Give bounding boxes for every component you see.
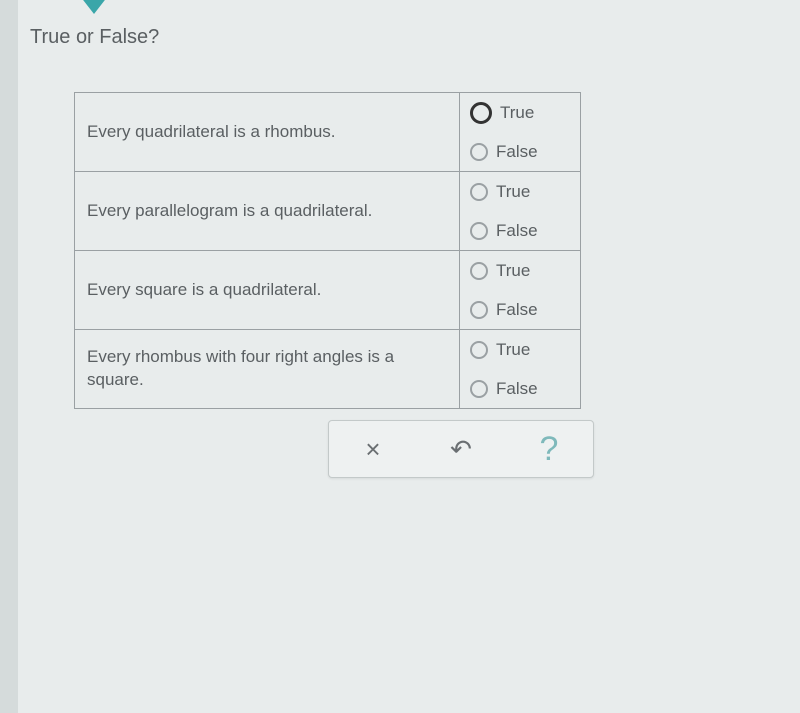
answer-toolbar: × ↶ ? — [328, 420, 594, 478]
option-label: True — [500, 103, 534, 123]
radio-icon — [470, 222, 488, 240]
radio-icon — [470, 183, 488, 201]
option-false[interactable]: False — [460, 369, 580, 408]
options-cell: True False — [460, 172, 581, 251]
option-label: False — [496, 142, 538, 162]
x-icon: × — [365, 434, 380, 465]
clear-button[interactable]: × — [338, 425, 408, 473]
option-label: True — [496, 261, 530, 281]
option-label: True — [496, 340, 530, 360]
statement-cell: Every square is a quadrilateral. — [75, 251, 460, 330]
option-label: False — [496, 221, 538, 241]
statement-cell: Every parallelogram is a quadrilateral. — [75, 172, 460, 251]
table-row: Every rhombus with four right angles is … — [75, 330, 581, 409]
option-true[interactable]: True — [460, 330, 580, 369]
quiz-table: Every quadrilateral is a rhombus. True F… — [74, 92, 581, 409]
option-true[interactable]: True — [460, 251, 580, 290]
option-false[interactable]: False — [460, 290, 580, 329]
option-false[interactable]: False — [460, 211, 580, 250]
undo-icon: ↶ — [450, 434, 472, 465]
options-cell: True False — [460, 330, 581, 409]
sidebar-edge — [0, 0, 18, 713]
radio-icon — [470, 301, 488, 319]
option-true[interactable]: True — [460, 93, 580, 132]
option-false[interactable]: False — [460, 132, 580, 171]
radio-icon — [470, 380, 488, 398]
question-prompt: True or False? — [30, 26, 159, 49]
question-icon: ? — [540, 430, 559, 469]
help-button[interactable]: ? — [514, 425, 584, 473]
table-row: Every quadrilateral is a rhombus. True F… — [75, 93, 581, 172]
options-cell: True False — [460, 251, 581, 330]
table-row: Every square is a quadrilateral. True Fa… — [75, 251, 581, 330]
radio-icon — [470, 341, 488, 359]
options-cell: True False — [460, 93, 581, 172]
option-label: True — [496, 182, 530, 202]
option-label: False — [496, 379, 538, 399]
option-label: False — [496, 300, 538, 320]
option-true[interactable]: True — [460, 172, 580, 211]
radio-icon — [470, 102, 492, 124]
chevron-down-icon — [80, 0, 108, 14]
radio-icon — [470, 143, 488, 161]
table-row: Every parallelogram is a quadrilateral. … — [75, 172, 581, 251]
statement-cell: Every rhombus with four right angles is … — [75, 330, 460, 409]
statement-cell: Every quadrilateral is a rhombus. — [75, 93, 460, 172]
radio-icon — [470, 262, 488, 280]
reset-button[interactable]: ↶ — [426, 425, 496, 473]
